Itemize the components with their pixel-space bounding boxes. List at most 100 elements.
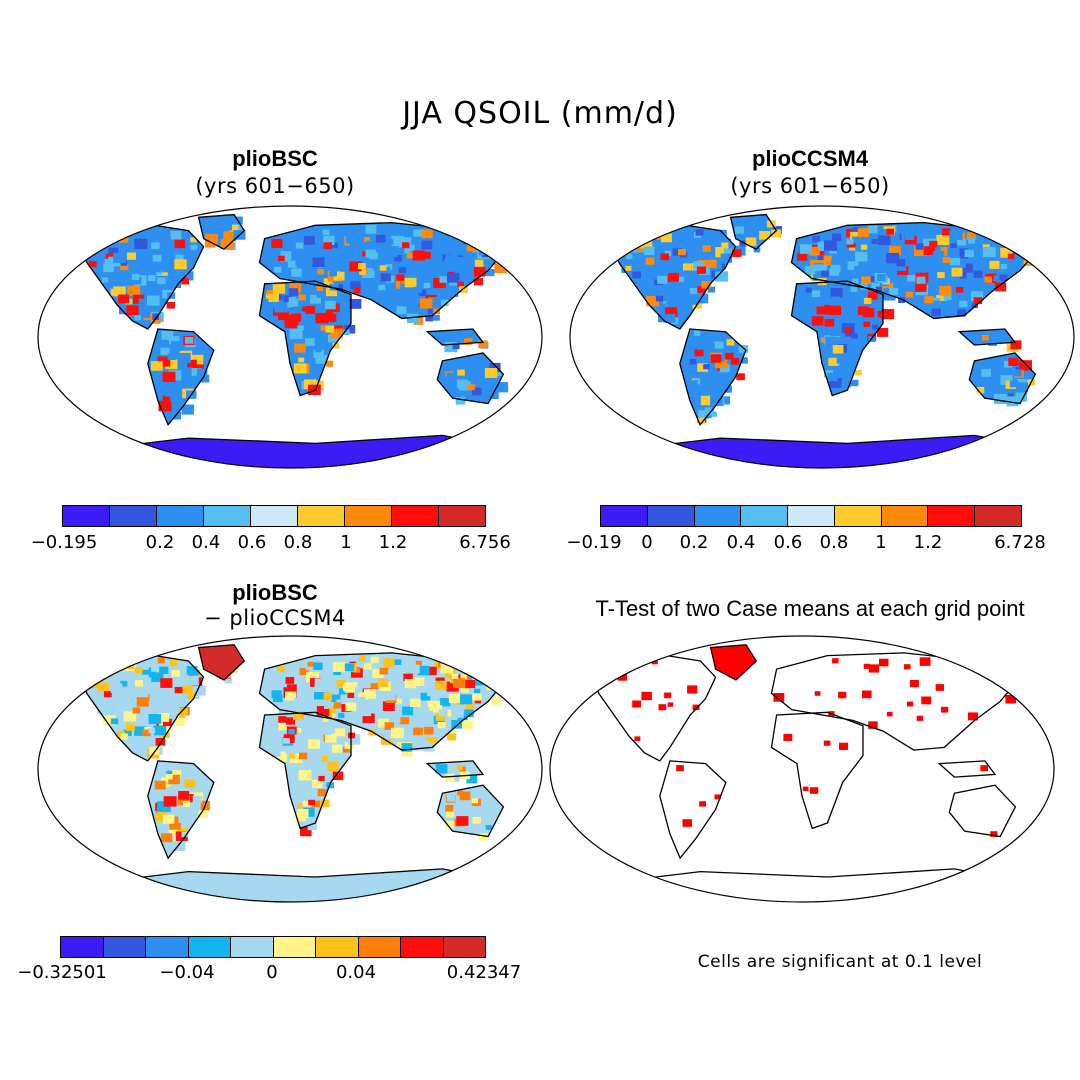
grid-cell: [831, 296, 841, 304]
grid-cell: [909, 290, 922, 301]
grid-cell: [316, 291, 325, 298]
grid-cell: [283, 295, 292, 303]
coastline: [75, 652, 205, 762]
grid-cell: [625, 265, 632, 271]
grid-cell: [132, 294, 145, 304]
grid-cell: [724, 238, 732, 244]
grid-cell: [192, 360, 204, 370]
grid-cell: [120, 263, 129, 271]
colorbar-pliobsc-ticks: −0.195 0.2 0.4 0.6 0.8 1 1.2 6.756: [0, 532, 1080, 556]
grid-cell: [942, 228, 951, 236]
grid-cell: [155, 738, 166, 746]
grid-cell: [916, 276, 926, 284]
coastline: [425, 760, 485, 778]
grid-cell: [294, 728, 301, 733]
coastline: [659, 760, 727, 860]
grid-cell: [325, 287, 338, 297]
grid-cell: [142, 667, 152, 675]
grid-cell: [417, 740, 429, 750]
grid-cell: [119, 306, 129, 315]
grid-cell: [141, 664, 149, 670]
grid-cell: [358, 263, 366, 270]
grid-cell: [714, 341, 724, 349]
grid-cell: [961, 227, 973, 237]
grid-cell: [387, 301, 395, 307]
grid-cell: [1036, 251, 1046, 260]
coastline: [436, 784, 505, 838]
grid-cell: [872, 250, 879, 256]
grid-cell: [830, 288, 843, 298]
grid-cell: [308, 263, 319, 272]
grid-cell: [799, 244, 812, 254]
grid-cell: [315, 347, 322, 353]
grid-cell: [390, 251, 398, 258]
grid-cell: [323, 708, 330, 714]
grid-cell: [449, 774, 460, 782]
grid-cell: [406, 313, 419, 324]
colorbar-swatch: [63, 506, 110, 526]
grid-cell: [704, 407, 715, 416]
panel3-subtitle: − plioCCSM4: [204, 606, 346, 630]
grid-cell: [686, 380, 698, 389]
grid-cell: [725, 352, 734, 360]
grid-cell: [851, 333, 858, 339]
grid-cell: [957, 238, 966, 246]
grid-cell: [262, 680, 270, 686]
grid-cell: [456, 379, 468, 389]
grid-cell: [193, 685, 206, 696]
grid-cell: [459, 694, 473, 705]
grid-cell: [298, 770, 312, 781]
grid-cell: [871, 239, 878, 244]
grid-cell: [153, 725, 167, 736]
grid-cell: [730, 357, 740, 365]
grid-cell: [868, 291, 878, 300]
grid-cell: [88, 260, 97, 268]
grid-cell: [274, 302, 288, 313]
grid-cell: [1000, 247, 1013, 258]
grid-cell: [169, 844, 176, 850]
grid-cell: [161, 330, 174, 341]
colorbar-tick-label: 0.6: [237, 532, 267, 553]
figure-title: JJA QSOIL (mm/d): [402, 96, 678, 131]
grid-cell: [759, 231, 770, 240]
grid-cell: [161, 833, 173, 843]
coastline: [75, 221, 205, 330]
grid-cell: [404, 277, 417, 288]
grid-cell: [846, 238, 854, 245]
colorbar-swatch: [204, 506, 251, 526]
grid-cell: [449, 242, 462, 252]
grid-cell: [646, 295, 659, 307]
grid-cell: [881, 309, 895, 320]
grid-cell: [299, 667, 309, 676]
grid-cell: [332, 771, 344, 780]
grid-cell: [283, 738, 290, 744]
grid-cell: [802, 786, 809, 792]
grid-cell: [311, 800, 321, 808]
grid-cell: [929, 240, 938, 248]
grid-cell: [715, 358, 728, 369]
grid-cell: [342, 329, 350, 335]
grid-cell: [720, 253, 733, 263]
grid-cell: [683, 263, 692, 271]
grid-cell: [395, 705, 404, 712]
grid-cell: [319, 799, 330, 808]
grid-cell: [98, 682, 110, 692]
grid-cell: [404, 245, 415, 254]
grid-cell: [157, 356, 171, 367]
grid-cell: [165, 774, 173, 780]
grid-cell: [297, 803, 304, 809]
grid-cell: [661, 233, 672, 243]
grid-cell: [182, 801, 191, 807]
grid-cell: [406, 252, 414, 259]
grid-cell: [382, 701, 395, 711]
coastline: [258, 652, 510, 751]
grid-cell: [316, 285, 324, 291]
colorbar-tick-label: 0.2: [679, 532, 709, 553]
grid-cell: [113, 252, 126, 263]
colorbar-tick-label: 0.04: [335, 962, 377, 983]
grid-cell: [102, 715, 116, 726]
grid-cell: [839, 742, 849, 750]
grid-cell: [447, 733, 457, 741]
grid-cell: [155, 813, 166, 822]
grid-cell: [813, 316, 823, 325]
